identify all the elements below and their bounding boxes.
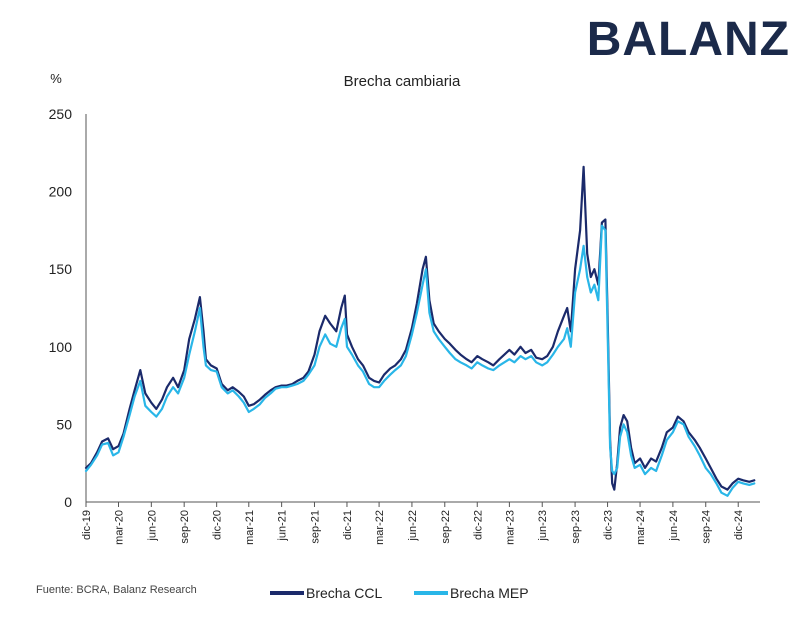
series-layer (84, 165, 756, 497)
series-line-ccl (84, 165, 756, 491)
legend-label-mep: Brecha MEP (450, 585, 529, 601)
x-tick-label: sep-20 (179, 510, 191, 544)
x-tick-label: mar-21 (244, 510, 256, 545)
balanz-logo: BALANZ (586, 13, 790, 66)
x-tick-label: sep-22 (440, 510, 452, 544)
x-tick-label: mar-24 (635, 510, 647, 545)
x-tick-label: mar-23 (504, 510, 516, 545)
x-tick-label: jun-22 (407, 510, 419, 542)
y-axis-unit-label: % (50, 71, 62, 86)
x-tick-label: dic-20 (212, 510, 224, 540)
x-tick-label: jun-21 (277, 510, 289, 542)
x-axis-ticks: dic-19 mar-20 jun-20 sep-20 dic-20 mar-21 jun-… (81, 502, 745, 545)
x-tick-label: jun-20 (146, 510, 158, 542)
x-tick-label: sep-24 (701, 510, 713, 544)
legend-item-mep: Brecha MEP (414, 585, 529, 601)
x-tick-label: dic-24 (733, 510, 745, 540)
chart-title: Brecha cambiaria (344, 73, 461, 90)
x-tick-label: dic-23 (603, 510, 615, 540)
y-tick-label: 100 (49, 339, 73, 355)
x-tick-label: jun-24 (668, 510, 680, 542)
x-tick-label: jun-23 (537, 510, 549, 542)
x-tick-label: sep-21 (309, 510, 321, 544)
y-axis-ticks: 0 50 100 150 200 250 (49, 106, 73, 510)
x-tick-label: mar-20 (113, 510, 125, 545)
x-tick-label: mar-22 (374, 510, 386, 545)
series-line-mep (84, 224, 756, 497)
y-tick-label: 0 (64, 494, 72, 510)
legend-label-ccl: Brecha CCL (306, 585, 383, 601)
source-note: Fuente: BCRA, Balanz Research (36, 584, 197, 596)
y-tick-label: 150 (49, 261, 73, 277)
legend-swatch-ccl (270, 591, 304, 595)
x-tick-label: sep-23 (570, 510, 582, 544)
axes (85, 114, 760, 503)
x-tick-label: dic-19 (81, 510, 93, 540)
x-tick-label: dic-22 (472, 510, 484, 540)
y-tick-label: 200 (49, 184, 73, 200)
y-tick-label: 50 (56, 416, 72, 432)
y-tick-label: 250 (49, 106, 73, 122)
legend-item-ccl: Brecha CCL (270, 585, 382, 601)
x-tick-label: dic-21 (342, 510, 354, 540)
legend-swatch-mep (414, 591, 448, 595)
